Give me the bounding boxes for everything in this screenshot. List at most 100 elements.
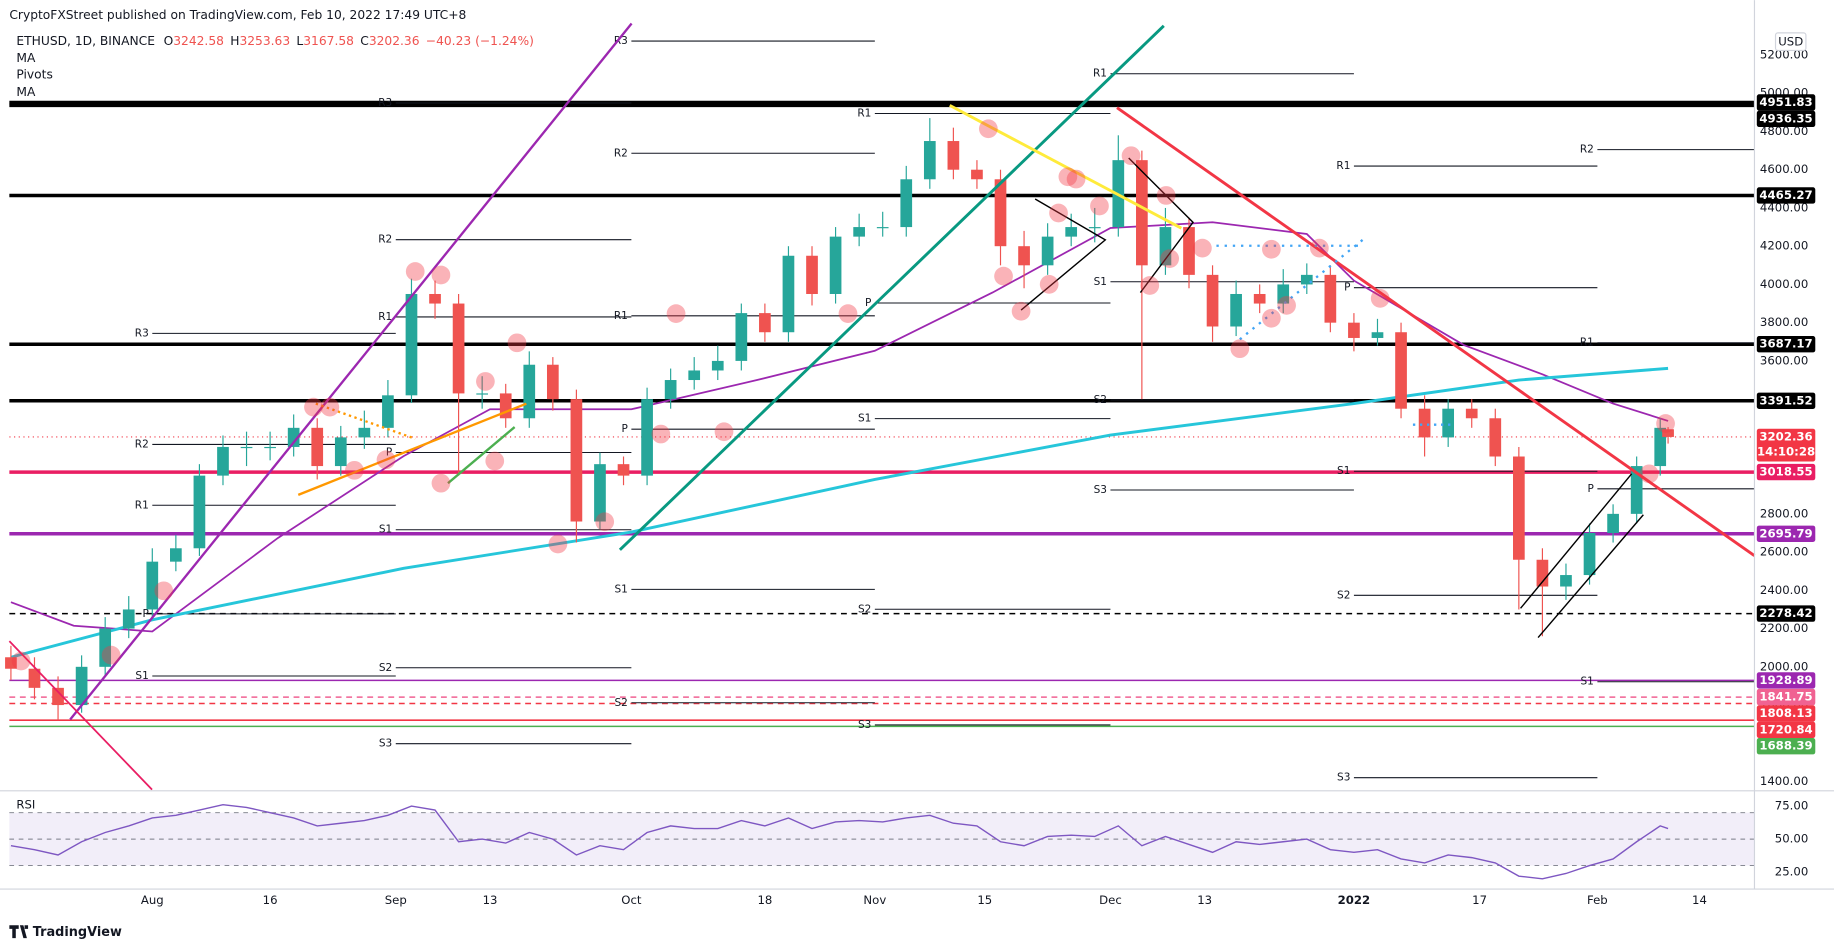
x-tick-label: 13 [1197,893,1212,907]
y-tick-label: 1400.00 [1760,774,1808,788]
indicator-name: MA [16,85,36,99]
candle-body [829,236,842,294]
level-label: 1841.75 [1759,690,1812,704]
pivots: R3 R2 R1 P S1 R3 R2 R1 P S1 S2 S3 R3 R2 R1 P S1 S2 R1 P S1 S2… [135,35,1755,784]
candle-body [1206,274,1219,327]
candle-body [782,255,795,333]
ohlc-key: L [296,34,303,48]
wedge [1020,198,1107,311]
pivot-label: S3 [858,719,871,731]
candle-body [476,393,489,395]
candle-body [146,561,159,610]
level-label-box [1756,463,1816,481]
candle-body [923,141,936,180]
trendline [69,22,633,721]
candle-body [1536,559,1549,587]
level-label: 1720.84 [1759,722,1812,736]
level-label: 4465.27 [1759,188,1812,202]
x-tick-label: 16 [263,893,278,907]
dotted-line [1239,238,1364,341]
level-label-box [1756,738,1816,755]
candle-body [711,360,724,371]
x-tick-label: Oct [621,893,642,907]
countdown: 14:10:28 [1757,445,1815,459]
trendline [949,104,1183,230]
candle-body [1324,274,1337,323]
y-tick-label: 3800.00 [1760,315,1808,329]
x-tick-label: Aug [141,893,164,907]
candle-body [947,141,960,170]
candle-body [1395,332,1407,409]
symbol: ETHUSD, 1D, BINANCE [16,34,155,48]
currency-box[interactable] [1774,32,1807,52]
pivot-label: S2 [1337,589,1350,601]
candle-body [311,427,324,467]
pivot-label: R1 [857,108,871,120]
candle-body [99,628,112,667]
candle-body [1654,427,1667,467]
pivot-label: R2 [378,234,392,246]
trendline [8,640,153,791]
axis-labels: 1400.001600.001800.002000.002200.002400.… [141,47,1816,907]
candle-body [806,255,818,294]
x-tick-label: Feb [1587,893,1608,907]
candle-body [1513,456,1525,560]
level-label-box [1756,705,1816,722]
pivot-label: S1 [1337,465,1350,477]
x-tick-label: 18 [757,893,772,907]
trendline [447,426,516,485]
candle-body [1136,160,1148,266]
pivot-label: R2 [1580,144,1594,156]
candle-body [1159,227,1172,266]
x-tick-label: Sep [385,893,407,907]
candle-body [405,293,418,396]
y-tick-label: 4000.00 [1760,277,1808,291]
candle-body [1183,227,1195,275]
level-label: 3687.17 [1759,337,1812,351]
candle-body [1583,532,1596,576]
moving-average [10,366,1669,659]
x-tick-label: 14 [1692,893,1707,907]
level-label-box [1756,605,1816,622]
pivot-label: S1 [858,413,871,425]
candle-body [1230,293,1242,327]
pivot-label: R3 [614,35,628,47]
y-tick-label: 4400.00 [1760,200,1808,214]
pivot-label: R3 [135,327,149,339]
x-tick-label: 15 [977,893,992,907]
change: −40.23 (−1.24%) [426,34,534,48]
brand-logo [9,925,29,939]
pivot-label: S1 [379,524,392,536]
level-label-box [1756,392,1816,409]
trendline [297,402,527,496]
pivot-label: R1 [1336,160,1350,172]
candle-body [499,393,512,419]
candle-body [1065,227,1078,237]
candle-body [1607,513,1619,533]
candle-body [900,179,913,228]
pivot-label: S2 [1094,394,1107,406]
level-label-box [1756,721,1816,739]
candle-body [334,437,347,467]
candle-body [1662,429,1674,437]
x-tick-label: Dec [1099,893,1122,907]
x-tick-label: 13 [483,893,498,907]
pivot-label: S3 [1337,772,1350,784]
level-label-box [1756,110,1816,128]
currency[interactable]: USD [1778,35,1803,49]
candle-body [382,395,394,428]
x-tick-label: Nov [863,893,886,907]
pivot-label: R2 [135,438,149,450]
candle-body [641,399,653,476]
x-tick-label: 17 [1472,893,1487,907]
candle-body [1018,246,1030,266]
trendline [315,402,416,440]
rsi-tick-label: 75.00 [1775,799,1808,813]
ohlc-key: H [230,34,239,48]
candle-body [688,370,701,381]
ohlc-value: 3253.63 [239,34,290,48]
level-label: 2695.79 [1759,526,1812,540]
channel [1537,514,1644,639]
